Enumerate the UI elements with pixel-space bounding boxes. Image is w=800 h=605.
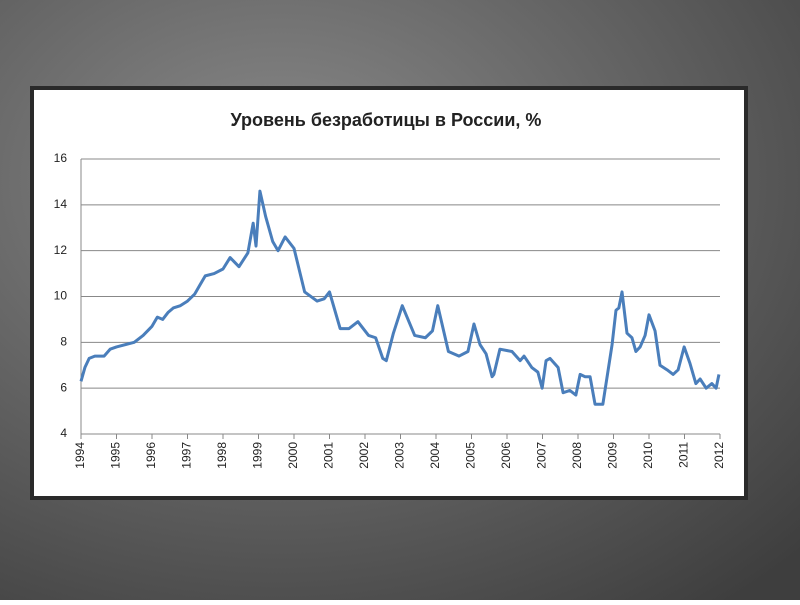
x-tick-label: 1995 — [109, 442, 123, 469]
x-tick-label: 2010 — [641, 442, 655, 469]
x-tick-label: 2012 — [712, 442, 726, 469]
y-tick-label: 8 — [60, 335, 67, 349]
y-tick-label: 6 — [60, 380, 67, 394]
x-tick-label: 2004 — [428, 442, 442, 469]
y-tick-label: 14 — [54, 197, 68, 211]
x-tick-label: 2008 — [570, 442, 584, 469]
x-tick-label: 2009 — [606, 442, 620, 469]
x-tick-label: 2002 — [357, 442, 371, 469]
x-tick-label: 1998 — [215, 442, 229, 469]
x-tick-label: 2001 — [322, 442, 336, 469]
y-tick-label: 16 — [54, 151, 68, 165]
data-line — [79, 189, 721, 406]
y-tick-label: 12 — [54, 243, 68, 257]
y-tick-label: 10 — [54, 289, 68, 303]
x-tick-label: 2005 — [464, 442, 478, 469]
y-tick-label: 4 — [60, 426, 67, 440]
x-tick-label: 1997 — [180, 442, 194, 469]
x-tick-label: 2000 — [286, 442, 300, 469]
chart-title: Уровень безработицы в России, % — [231, 110, 542, 130]
x-tick-label: 1996 — [144, 442, 158, 469]
chart-frame — [30, 86, 748, 500]
x-tick-label: 1994 — [73, 442, 87, 469]
x-tick-label: 2011 — [677, 442, 691, 468]
x-tick-label: 2003 — [393, 442, 407, 469]
x-tick-label: 1999 — [251, 442, 265, 469]
x-tick-label: 2007 — [535, 442, 549, 469]
x-tick-label: 2006 — [499, 442, 513, 469]
